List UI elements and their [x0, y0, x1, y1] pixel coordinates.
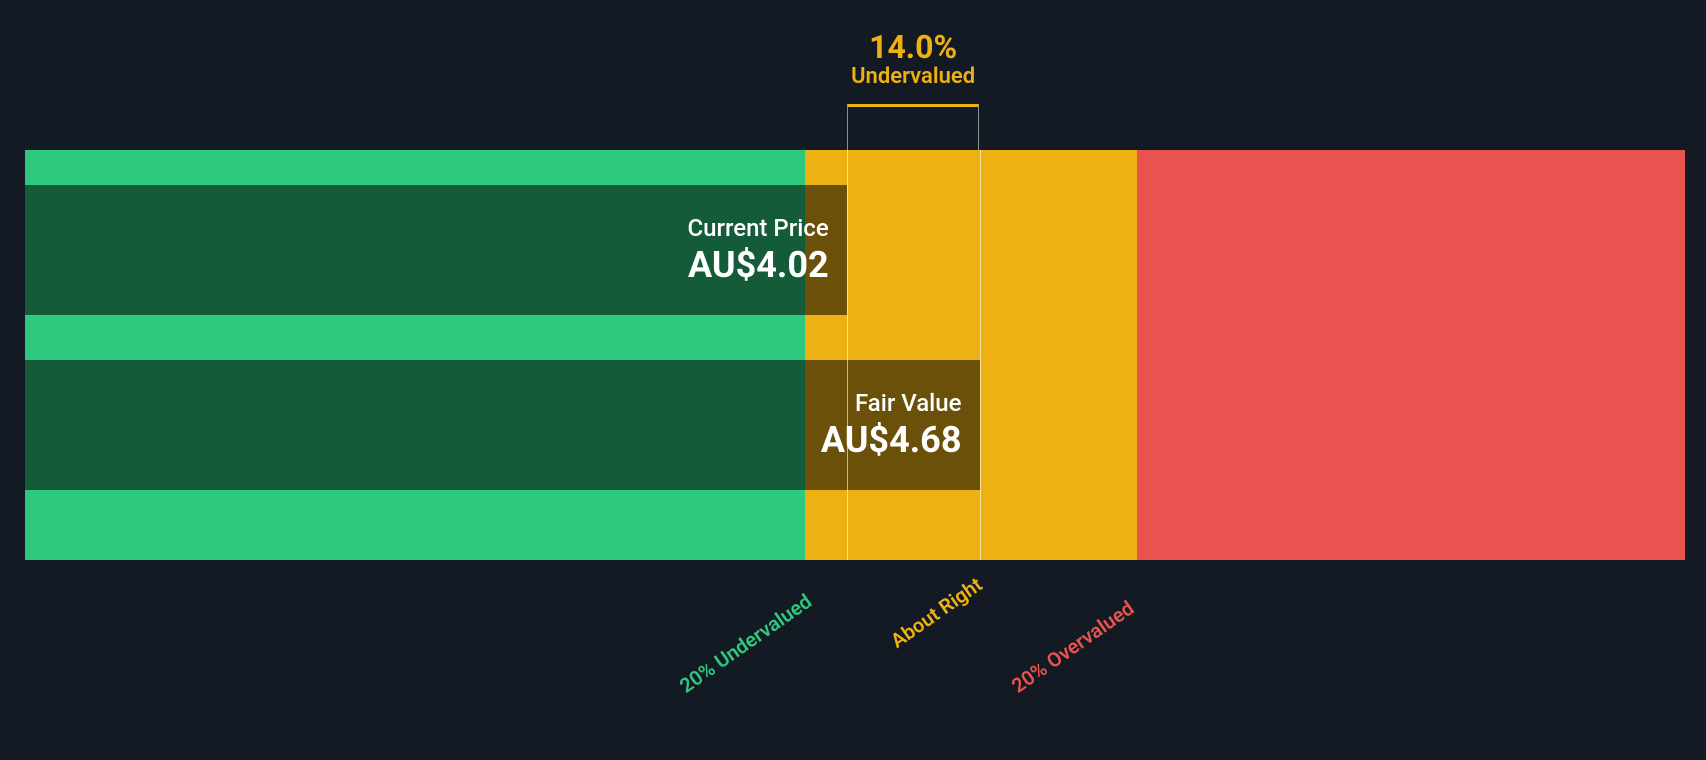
fair-value-text: Fair ValueAU$4.68 — [821, 389, 962, 461]
callout-bracket — [847, 104, 980, 150]
axis-label-about-right: About Right — [886, 572, 987, 652]
current-price-bar: Current PriceAU$4.02 — [25, 185, 847, 315]
fair-value-label: Fair Value — [821, 389, 962, 417]
value-band: Current PriceAU$4.02 Fair ValueAU$4.68 — [25, 150, 1685, 560]
callout-label: Undervalued — [851, 64, 975, 89]
indicator-line-0 — [847, 150, 848, 560]
axis-label-overvalued: 20% Overvalued — [1007, 596, 1138, 698]
valuation-callout: 14.0%Undervalued — [851, 28, 975, 89]
zone-about-right — [805, 150, 1137, 560]
indicator-line-1 — [980, 150, 981, 560]
current-price-text: Current PriceAU$4.02 — [687, 214, 828, 286]
fair-value-bar: Fair ValueAU$4.68 — [25, 360, 980, 490]
zone-overvalued — [1137, 150, 1685, 560]
current-price-label: Current Price — [687, 214, 828, 242]
valuation-chart: Current PriceAU$4.02 Fair ValueAU$4.68 14.… — [0, 0, 1706, 760]
fair-value-value: AU$4.68 — [821, 419, 962, 461]
callout-value: 14.0% — [851, 28, 975, 66]
current-price-value: AU$4.02 — [687, 244, 828, 286]
axis-label-undervalued: 20% Undervalued — [675, 589, 816, 698]
